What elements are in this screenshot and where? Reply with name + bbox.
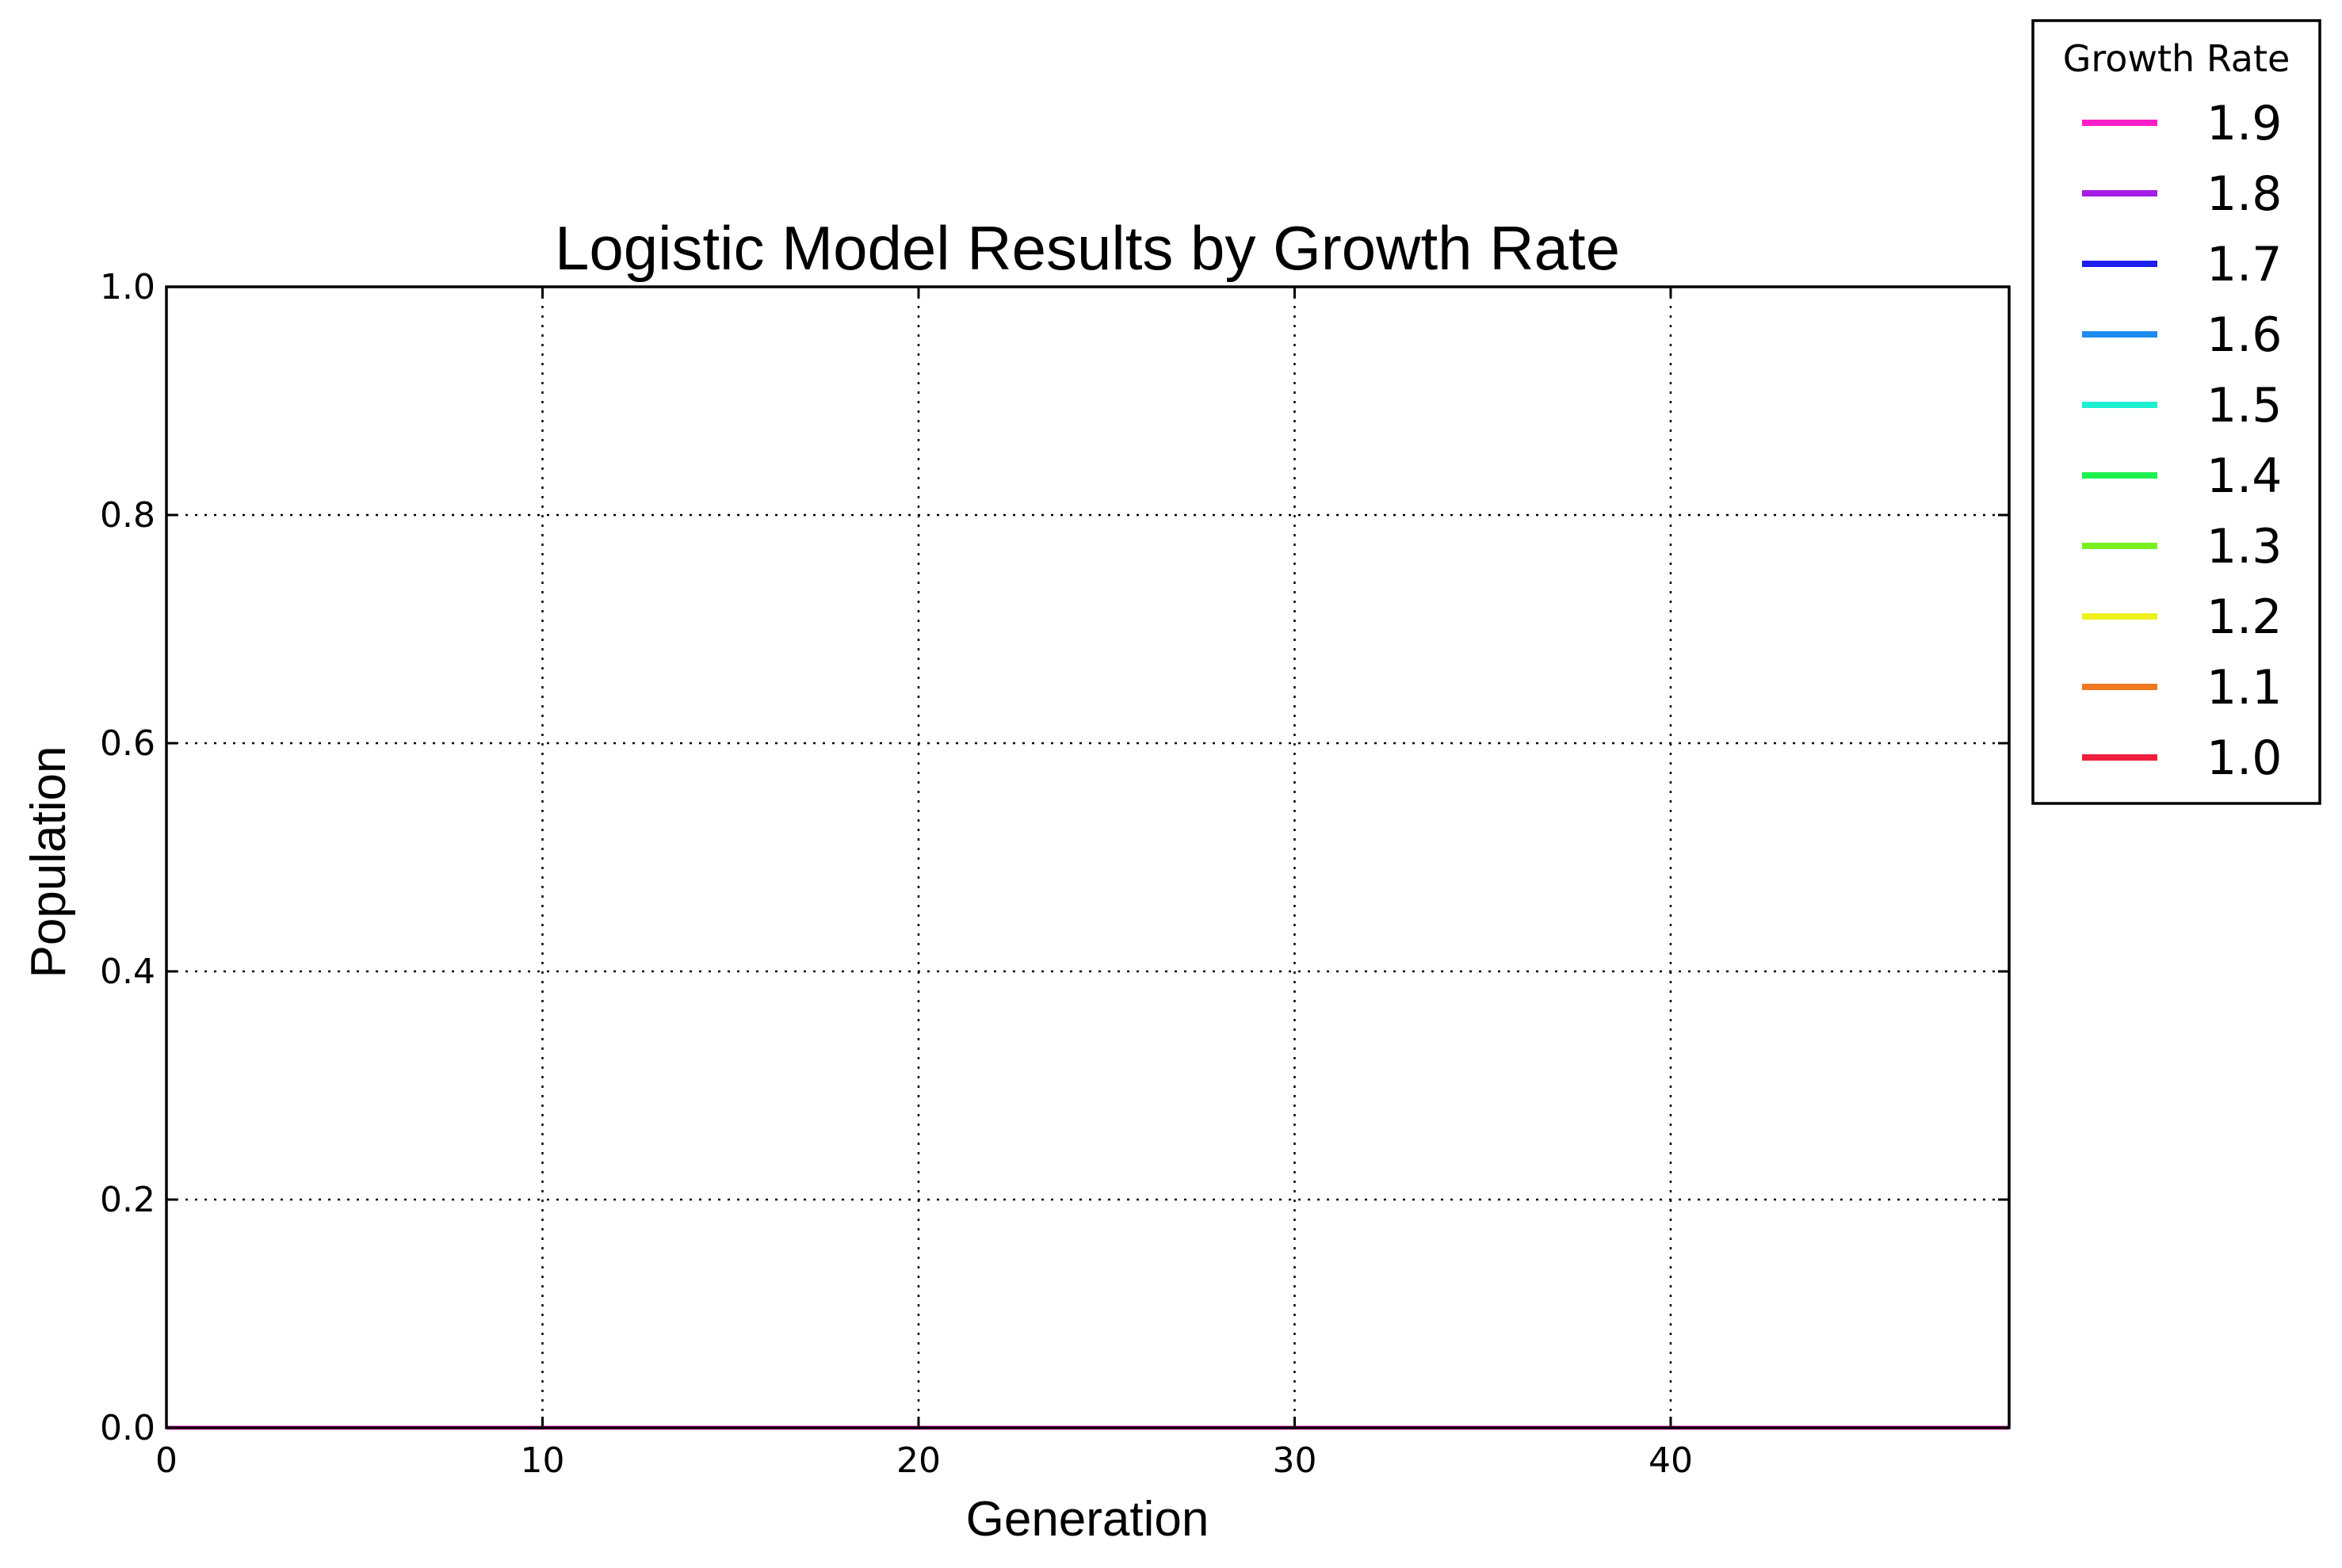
x-tick-labels: 0 10 20 30 40	[155, 1440, 1693, 1481]
legend-label: 1.9	[2206, 96, 2282, 151]
legend-label: 1.1	[2206, 660, 2282, 715]
chart-title: Logistic Model Results by Growth Rate	[555, 213, 1620, 283]
plot-background	[166, 287, 2009, 1428]
y-tick-label: 1.0	[100, 267, 155, 307]
legend-entry: 1.5	[2082, 378, 2282, 433]
legend-label: 1.4	[2206, 448, 2282, 504]
legend: Growth Rate 1.91.81.71.61.51.41.31.21.11…	[2031, 19, 2321, 805]
legend-entry: 1.4	[2082, 448, 2282, 504]
y-tick-label: 0.0	[100, 1408, 155, 1448]
x-tick-label: 0	[155, 1440, 178, 1481]
y-axis-label: Population	[21, 746, 76, 978]
axes-frame	[165, 285, 2011, 1429]
legend-box	[2031, 19, 2321, 805]
x-tick-label: 10	[520, 1440, 564, 1481]
legend-entry: 1.3	[2082, 519, 2282, 574]
tick-layer	[165, 285, 2009, 1429]
y-tick-label: 0.8	[100, 495, 155, 536]
x-tick-label: 40	[1649, 1440, 1693, 1481]
x-tick-label: 30	[1272, 1440, 1316, 1481]
y-tick-labels: 0.0 0.2 0.4 0.6 0.8 1.0	[100, 267, 155, 1448]
legend-label: 1.0	[2206, 731, 2282, 786]
legend-label: 1.5	[2206, 378, 2282, 433]
legend-label: 1.7	[2206, 237, 2282, 292]
legend-entries: 1.9 1.8 1.7 1.6 1.5 1.4 1.3 1.2 1.1 1.0	[2082, 96, 2282, 786]
y-tick-label: 0.2	[100, 1180, 155, 1220]
y-tick-label: 0.6	[100, 723, 155, 764]
legend-entry: 1.8	[2082, 166, 2282, 222]
grid-layer	[166, 287, 2009, 1428]
plot-area	[165, 285, 2011, 1430]
y-tick-label: 0.4	[100, 952, 155, 992]
legend-title: Growth Rate	[2063, 37, 2290, 80]
legend-entry: 1.7	[2082, 237, 2282, 292]
legend-entry: 1.6	[2082, 307, 2282, 363]
legend-label: 1.6	[2206, 307, 2282, 363]
x-tick-label: 20	[896, 1440, 941, 1481]
legend-entry: 1.2	[2082, 589, 2282, 645]
x-axis-label: Generation	[966, 1492, 1209, 1547]
legend-entry: 1.0	[2082, 731, 2282, 786]
legend-label: 1.3	[2206, 519, 2282, 574]
legend-entry: 1.9	[2082, 96, 2282, 151]
legend-label: 1.8	[2206, 166, 2282, 222]
legend-entry: 1.1	[2082, 660, 2282, 715]
legend-label: 1.2	[2206, 589, 2282, 645]
